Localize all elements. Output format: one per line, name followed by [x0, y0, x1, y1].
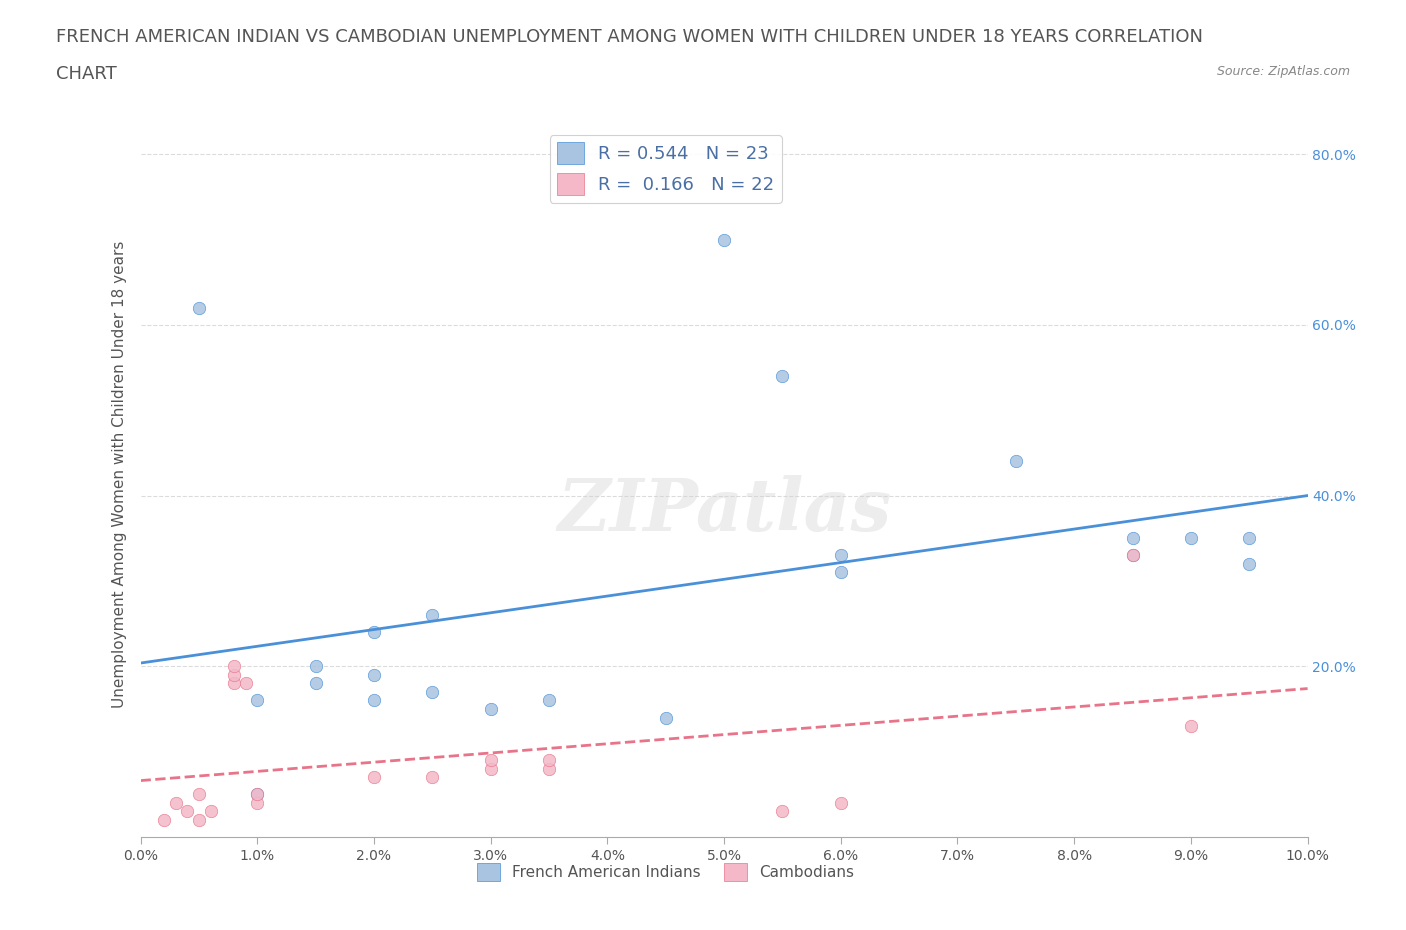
Point	[188, 787, 211, 802]
Point	[153, 813, 176, 828]
Point	[363, 625, 385, 640]
Point	[830, 795, 852, 810]
Point	[1122, 548, 1144, 563]
Point	[165, 795, 187, 810]
Point	[363, 770, 385, 785]
Point	[246, 787, 269, 802]
Point	[538, 762, 561, 777]
Point	[1122, 548, 1144, 563]
Point	[222, 676, 245, 691]
Point	[222, 658, 245, 673]
Text: ZIPatlas: ZIPatlas	[557, 475, 891, 546]
Legend: French American Indians, Cambodians: French American Indians, Cambodians	[471, 857, 860, 887]
Point	[713, 232, 735, 247]
Text: CHART: CHART	[56, 65, 117, 83]
Point	[538, 752, 561, 767]
Point	[830, 548, 852, 563]
Point	[305, 658, 328, 673]
Point	[176, 804, 198, 818]
Point	[305, 676, 328, 691]
Point	[772, 804, 794, 818]
Point	[422, 684, 444, 699]
Point	[1180, 531, 1202, 546]
Point	[246, 787, 269, 802]
Text: Source: ZipAtlas.com: Source: ZipAtlas.com	[1216, 65, 1350, 78]
Point	[538, 693, 561, 708]
Point	[363, 693, 385, 708]
Point	[188, 300, 211, 315]
Point	[1005, 454, 1028, 469]
Point	[200, 804, 222, 818]
Point	[222, 668, 245, 683]
Y-axis label: Unemployment Among Women with Children Under 18 years: Unemployment Among Women with Children U…	[111, 241, 127, 708]
Point	[1180, 719, 1202, 734]
Point	[363, 668, 385, 683]
Point	[422, 607, 444, 622]
Text: FRENCH AMERICAN INDIAN VS CAMBODIAN UNEMPLOYMENT AMONG WOMEN WITH CHILDREN UNDER: FRENCH AMERICAN INDIAN VS CAMBODIAN UNEM…	[56, 28, 1204, 46]
Point	[188, 813, 211, 828]
Point	[830, 565, 852, 580]
Point	[1122, 531, 1144, 546]
Point	[1239, 531, 1261, 546]
Point	[246, 693, 269, 708]
Point	[1239, 556, 1261, 571]
Point	[655, 711, 678, 725]
Point	[422, 770, 444, 785]
Point	[772, 368, 794, 383]
Point	[246, 795, 269, 810]
Point	[479, 701, 502, 716]
Point	[479, 752, 502, 767]
Point	[479, 762, 502, 777]
Point	[235, 676, 257, 691]
